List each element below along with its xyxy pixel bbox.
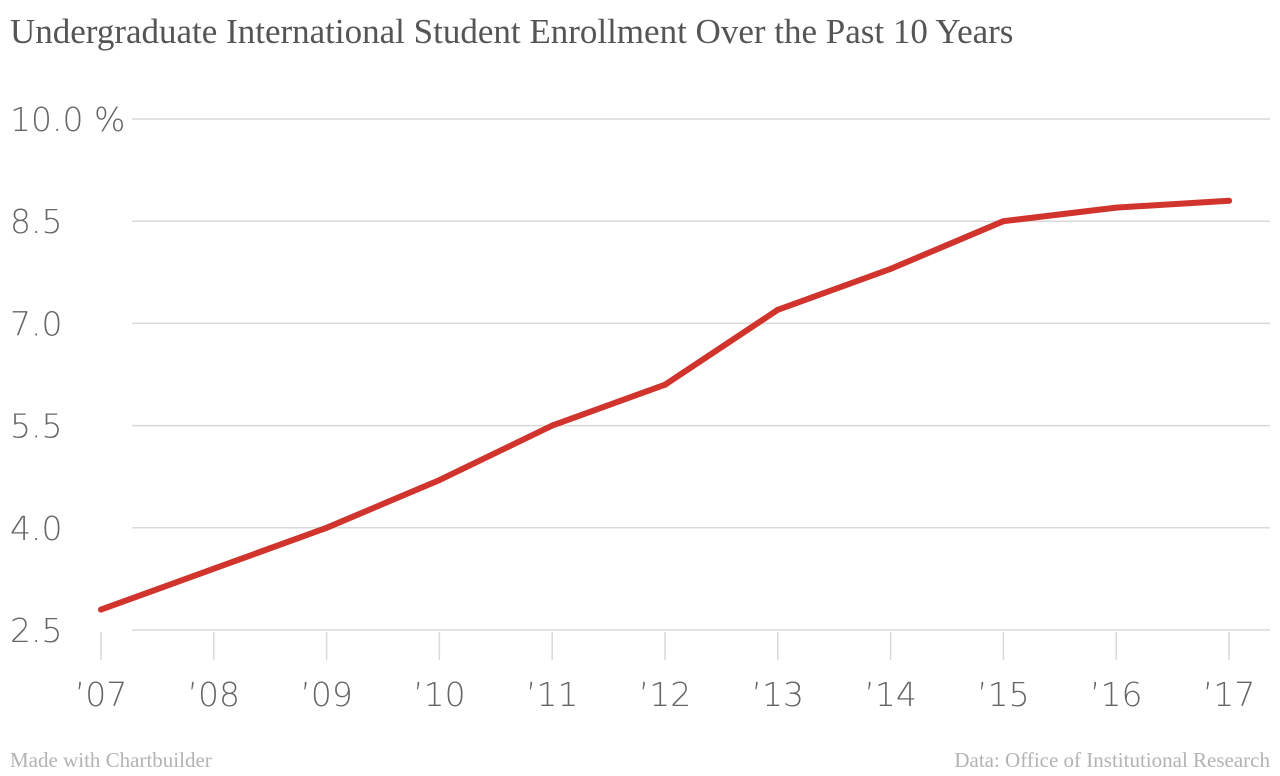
data-point [98, 606, 104, 613]
x-tick-label: ’11 [526, 675, 578, 714]
y-tick-label: 2.5 [10, 611, 62, 650]
x-tick-label: ’13 [752, 675, 804, 714]
gridlines [132, 118, 1270, 631]
x-tick-label: ’15 [977, 675, 1029, 714]
data-point [887, 265, 894, 272]
y-tick-label: 10.0 % [10, 100, 125, 139]
x-tick-label: ’12 [639, 675, 691, 714]
x-tick-label: ’09 [300, 675, 352, 714]
y-tick-label: 7.0 [10, 304, 62, 343]
y-tick-label: 8.5 [10, 202, 62, 241]
y-tick-label: 5.5 [10, 407, 62, 446]
data-point [210, 565, 217, 572]
x-tick-label: ’17 [1203, 675, 1255, 714]
data-point [436, 477, 443, 484]
x-tick-label: ’16 [1090, 675, 1142, 714]
series-line [98, 197, 1232, 613]
data-point [662, 381, 668, 388]
x-tick-label: ’10 [413, 675, 465, 714]
y-tick-label: 4.0 [10, 509, 62, 548]
data-point [1113, 204, 1120, 211]
x-tick-label: ’14 [864, 675, 916, 714]
series-layer [98, 197, 1232, 613]
credit-text: Made with Chartbuilder [10, 748, 212, 772]
data-point [1226, 197, 1232, 204]
data-point [774, 306, 781, 313]
x-tick-label: ’08 [188, 675, 240, 714]
source-text: Data: Office of Institutional Research [954, 748, 1270, 772]
chart-title: Undergraduate International Student Enro… [10, 12, 1014, 51]
x-tick-label: ’07 [75, 675, 127, 714]
data-point [323, 524, 330, 531]
data-point [549, 422, 556, 429]
data-point [1000, 218, 1007, 225]
y-axis-ticks: 2.5 4.0 5.5 7.0 8.5 10.0 % [10, 100, 125, 650]
x-axis-ticks: ’07 ’08 ’09 ’10 ’11 ’12 ’13 ’14 ’15 ’16 ’17 [75, 632, 1255, 714]
